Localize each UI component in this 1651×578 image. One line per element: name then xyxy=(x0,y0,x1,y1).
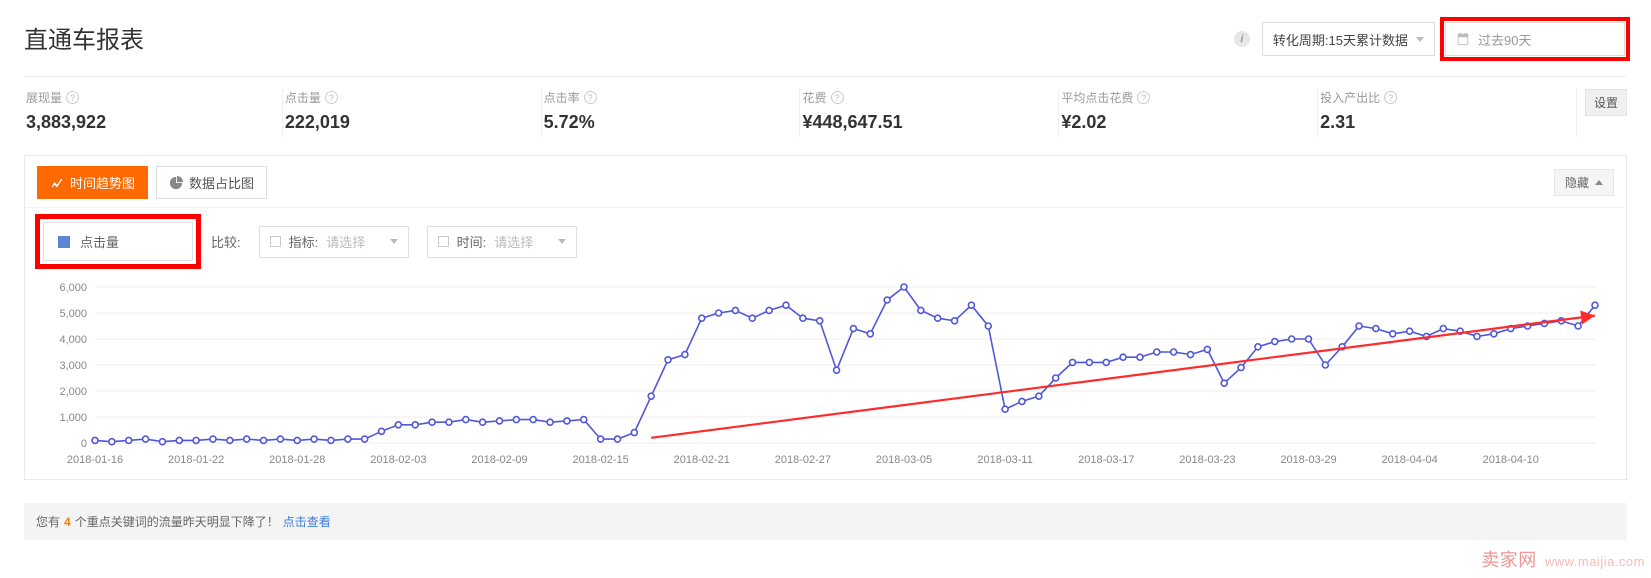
compare-label: 比较: xyxy=(211,232,241,251)
metric-value: ¥448,647.51 xyxy=(802,112,1054,133)
metric-chip[interactable]: 点击量 xyxy=(43,222,193,261)
collapse-label: 隐藏 xyxy=(1565,174,1589,191)
tab-ratio-label: 数据占比图 xyxy=(189,173,254,192)
metric-roi[interactable]: 投入产出比? 2.31 xyxy=(1318,89,1577,137)
collapse-button[interactable]: 隐藏 xyxy=(1554,169,1614,196)
svg-text:2018-03-05: 2018-03-05 xyxy=(876,454,932,466)
svg-text:2018-01-22: 2018-01-22 xyxy=(168,454,224,466)
footer-link[interactable]: 点击查看 xyxy=(283,513,331,530)
chart-panel: 时间趋势图 数据占比图 隐藏 点击量 比较: xyxy=(24,155,1627,480)
svg-text:2018-02-21: 2018-02-21 xyxy=(674,454,730,466)
chevron-down-icon xyxy=(1416,37,1424,42)
watermark-sub: www.maijia.com xyxy=(1545,554,1645,569)
footer-count: 4 xyxy=(62,515,73,529)
empty-swatch-icon xyxy=(270,236,281,247)
svg-text:5,000: 5,000 xyxy=(59,308,87,320)
metric-clicks[interactable]: 点击量? 222,019 xyxy=(283,89,542,137)
svg-text:2018-03-17: 2018-03-17 xyxy=(1078,454,1134,466)
compare-metric-placeholder: 请选择 xyxy=(326,232,365,251)
metric-cpc[interactable]: 平均点击花费? ¥2.02 xyxy=(1059,89,1318,137)
trend-line-chart: 0 1,000 2,000 3,000 4,000 5,000 6,000 2018-01-1… xyxy=(45,279,1605,469)
metric-value: 222,019 xyxy=(285,112,537,133)
chevron-down-icon xyxy=(390,239,398,244)
metric-impressions[interactable]: 展现量? 3,883,922 xyxy=(24,89,283,137)
series-color-swatch xyxy=(58,236,70,248)
svg-text:0: 0 xyxy=(81,438,87,450)
compare-time-placeholder: 请选择 xyxy=(494,232,533,251)
metric-value: 5.72% xyxy=(544,112,796,133)
tab-trend-label: 时间趋势图 xyxy=(70,173,135,192)
watermark: 卖家网 www.maijia.com xyxy=(1481,546,1645,572)
svg-text:2018-04-10: 2018-04-10 xyxy=(1483,454,1539,466)
help-icon: ? xyxy=(66,91,79,104)
svg-text:3,000: 3,000 xyxy=(59,360,87,372)
metric-ctr[interactable]: 点击率? 5.72% xyxy=(542,89,801,137)
svg-text:2018-01-28: 2018-01-28 xyxy=(269,454,325,466)
date-range-label: 过去90天 xyxy=(1478,30,1531,49)
metric-chip-label: 点击量 xyxy=(80,232,119,251)
tab-trend[interactable]: 时间趋势图 xyxy=(37,166,148,199)
compare-time-prefix: 时间: xyxy=(457,232,487,251)
compare-metric-prefix: 指标: xyxy=(289,232,319,251)
compare-metric-select[interactable]: 指标: 请选择 xyxy=(259,226,409,258)
svg-text:2018-04-04: 2018-04-04 xyxy=(1381,454,1437,466)
help-icon: ? xyxy=(1384,91,1397,104)
svg-text:2018-03-11: 2018-03-11 xyxy=(977,454,1032,466)
metric-label: 花费 xyxy=(802,89,826,106)
svg-text:2,000: 2,000 xyxy=(59,386,87,398)
svg-text:2018-03-29: 2018-03-29 xyxy=(1280,454,1336,466)
date-range-picker[interactable]: 过去90天 xyxy=(1445,22,1625,56)
svg-text:4,000: 4,000 xyxy=(59,334,87,346)
svg-text:2018-03-23: 2018-03-23 xyxy=(1179,454,1235,466)
tab-ratio[interactable]: 数据占比图 xyxy=(156,166,267,199)
metric-label: 投入产出比 xyxy=(1320,89,1380,106)
help-icon: ? xyxy=(325,91,338,104)
cycle-select-label: 转化周期:15天累计数据 xyxy=(1273,30,1408,49)
help-icon: ? xyxy=(584,91,597,104)
footer-pre: 您有 xyxy=(36,513,60,530)
page-title: 直通车报表 xyxy=(24,20,1234,55)
svg-text:2018-02-09: 2018-02-09 xyxy=(471,454,527,466)
calendar-icon xyxy=(1456,32,1470,46)
metric-label: 展现量 xyxy=(26,89,62,106)
cycle-select[interactable]: 转化周期:15天累计数据 xyxy=(1262,22,1435,56)
svg-text:2018-02-27: 2018-02-27 xyxy=(775,454,831,466)
metric-label: 平均点击花费 xyxy=(1061,89,1133,106)
settings-button[interactable]: 设置 xyxy=(1585,89,1627,116)
watermark-main: 卖家网 xyxy=(1481,546,1537,572)
compare-time-select[interactable]: 时间: 请选择 xyxy=(427,226,577,258)
chevron-down-icon xyxy=(558,239,566,244)
info-icon: i xyxy=(1234,31,1250,47)
metric-value: 3,883,922 xyxy=(26,112,278,133)
metrics-row: 展现量? 3,883,922 点击量? 222,019 点击率? 5.72% 花… xyxy=(24,76,1627,137)
help-icon: ? xyxy=(831,91,844,104)
trend-icon xyxy=(50,176,64,190)
svg-text:2018-01-16: 2018-01-16 xyxy=(67,454,123,466)
footer-post: 个重点关键词的流量昨天明显下降了！ xyxy=(75,513,279,530)
pie-icon xyxy=(169,176,183,190)
chevron-up-icon xyxy=(1595,180,1603,185)
svg-text:1,000: 1,000 xyxy=(59,412,87,424)
help-icon: ? xyxy=(1137,91,1150,104)
metric-value: 2.31 xyxy=(1320,112,1572,133)
metric-value: ¥2.02 xyxy=(1061,112,1313,133)
empty-swatch-icon xyxy=(438,236,449,247)
metric-spend[interactable]: 花费? ¥448,647.51 xyxy=(800,89,1059,137)
alert-footer: 您有 4 个重点关键词的流量昨天明显下降了！ 点击查看 xyxy=(24,503,1627,540)
svg-text:6,000: 6,000 xyxy=(59,282,87,294)
metric-label: 点击量 xyxy=(285,89,321,106)
metric-label: 点击率 xyxy=(544,89,580,106)
svg-text:2018-02-03: 2018-02-03 xyxy=(370,454,426,466)
svg-text:2018-02-15: 2018-02-15 xyxy=(572,454,628,466)
